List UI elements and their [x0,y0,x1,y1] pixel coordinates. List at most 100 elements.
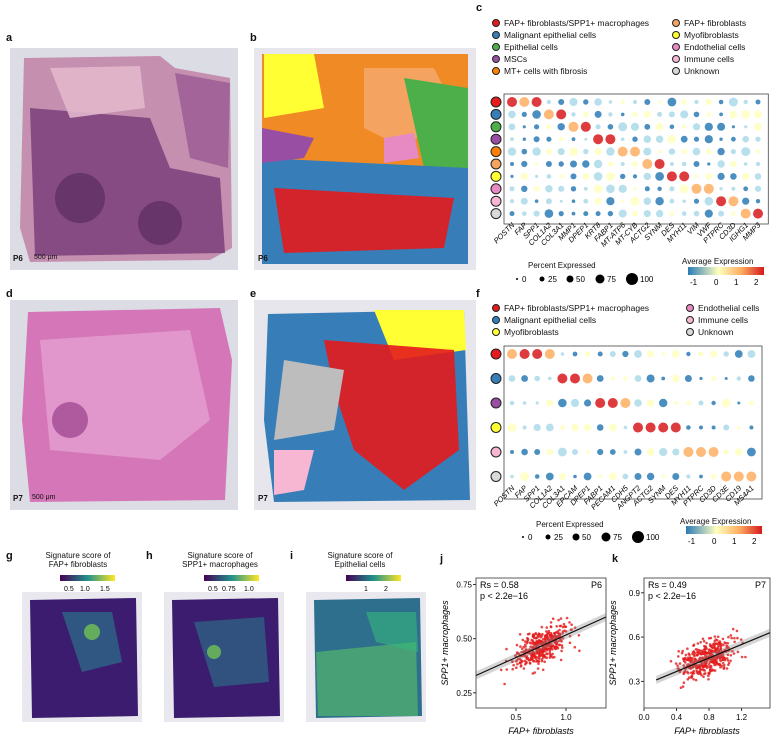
scatter-point [557,632,561,636]
x-tick-label: 1.2 [736,713,748,722]
dotplot-dot [686,425,691,430]
scatter-point [551,637,554,641]
scatter-point [686,670,689,674]
dotplot-dot [535,162,539,166]
colorbar-tick: 1.5 [100,586,110,593]
scatter-point [541,653,544,656]
dotplot-dot [744,125,748,129]
dotplot-dot [754,122,762,131]
scatter-point [733,636,736,640]
scatter-point [674,662,678,665]
signature-g-title-2: FAP+ fibroblasts [48,560,108,569]
scatter-point [568,641,572,645]
dotplot-dot [731,125,735,129]
scatter-point [511,660,514,664]
x-tick-label: 1.0 [560,713,572,722]
dotplot-dot [573,474,577,479]
scatter-point [729,634,733,637]
legend-swatch [686,304,694,312]
dotplot-dot [680,135,688,143]
legend-label: FAP+ fibroblasts/SPP1+ macrophages [504,303,650,313]
scatter-point [560,649,563,653]
dotplot-dot [605,134,616,145]
dotplot-dot [572,351,578,357]
legend-label: Epithelial cells [504,42,558,52]
dotplot-dot [691,183,702,194]
scatter-point [540,659,544,663]
scatter-point [698,670,701,673]
scatter-point [700,663,704,667]
dotplot-dot [705,98,712,106]
scatter-point [719,663,722,666]
scatter-point [515,652,519,655]
legend-label: Myofibroblasts [684,30,739,40]
dotplot-dot [593,134,604,145]
sample-label: P6 [591,580,602,590]
scatter-point [512,663,515,667]
dotplot-dot [522,137,526,141]
dotplot-dot [743,99,748,105]
dotplot-dot [521,148,528,155]
dotplot-dot [634,375,642,382]
signature-h-title: Signature score of SPP1+ macrophages [178,551,262,569]
scatter-point [676,664,679,667]
dotplot-dot [658,422,669,433]
signature-g-colorbar: 0.5 1.0 1.5 [60,575,115,593]
dotplot-dot [559,174,564,179]
dotplot-dot [531,97,542,107]
dotplot-dot [543,109,554,120]
scatter-point [530,654,534,658]
scatter-point [682,672,685,676]
color-tick: 2 [754,278,759,287]
dotplot-dot [596,375,604,382]
scatter-point [520,650,523,654]
cluster-map-p6 [254,48,476,270]
scatter-point [693,660,696,664]
scatter-point [548,649,552,653]
scatter-point [565,616,569,620]
dotplot-dot [683,447,694,457]
dotplot-dot [545,198,552,205]
dotplot-dot [668,111,675,118]
colorbar-tick: 0.75 [222,586,236,593]
dotplot-dot [693,111,700,118]
dotplot-dot [558,161,564,167]
scatter-point [516,662,519,666]
dotplot-dot [742,135,749,143]
scatter-point [549,621,553,624]
scatter-point [503,682,506,686]
dotplot-dot [595,398,606,408]
dotplot-dot [704,122,713,131]
dotplot-dot [724,377,728,380]
dotplot-dot [594,197,602,205]
dotplot-dot [607,210,614,217]
dotplot-dot [558,211,564,217]
dotplot-dot [598,474,603,479]
dotplot-dot [571,199,576,203]
legend-c-item-7: Endothelial cells [672,42,745,52]
scatter-point [727,635,730,639]
scatter-point [553,646,557,649]
dotplot-dot [558,398,567,408]
dotplot-dot [634,350,642,358]
dotplot-dot [570,373,580,384]
signature-i-title-2: Epithelial cells [334,560,386,569]
scatter-point [678,670,682,674]
dotplot-dot [630,196,640,206]
scatter-point [545,626,549,629]
dotplot-dot [596,424,604,431]
scatter-point [519,645,522,648]
dotplot-dot [582,173,590,180]
scatter-point [693,657,697,661]
y-tick-label: 0.25 [456,689,472,698]
size-legend-title-f: Percent Expressed [536,520,604,529]
y-axis-label: SPP1+ macrophages [440,600,450,686]
scatter-point [561,630,565,633]
dotplot-dot [737,401,741,405]
legend-label: Malignant epithelial cells [504,30,597,40]
scatter-point [535,660,538,663]
dotplot-dot [520,472,529,481]
dotplot-dot [704,209,713,218]
scatter-point [722,663,726,667]
size-tick: 25 [548,275,557,284]
